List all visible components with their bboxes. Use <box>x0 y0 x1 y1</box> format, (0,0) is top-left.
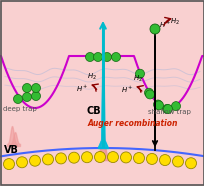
Circle shape <box>22 92 31 102</box>
Circle shape <box>55 153 66 164</box>
Circle shape <box>29 155 40 166</box>
Circle shape <box>31 92 40 100</box>
Circle shape <box>185 158 196 169</box>
Circle shape <box>94 152 105 163</box>
Circle shape <box>172 156 183 167</box>
Circle shape <box>68 152 79 163</box>
Circle shape <box>144 88 153 97</box>
Text: $H^+$: $H^+$ <box>75 84 88 94</box>
Text: shallow trap: shallow trap <box>147 109 190 115</box>
Circle shape <box>93 52 102 62</box>
Circle shape <box>133 153 144 163</box>
Text: $H_2$: $H_2$ <box>132 74 142 84</box>
Circle shape <box>145 90 154 99</box>
Circle shape <box>135 69 144 78</box>
Circle shape <box>22 84 31 92</box>
Circle shape <box>85 52 94 62</box>
Circle shape <box>159 155 170 166</box>
Circle shape <box>16 157 27 168</box>
Text: CB: CB <box>86 106 101 116</box>
Circle shape <box>102 52 111 62</box>
Circle shape <box>81 152 92 163</box>
Text: Auger recombination: Auger recombination <box>88 119 177 128</box>
Circle shape <box>31 84 40 92</box>
Text: $H_2$: $H_2$ <box>169 17 179 27</box>
Text: VB: VB <box>4 145 19 155</box>
Text: deep trap: deep trap <box>3 106 37 112</box>
Text: $H^+$: $H^+$ <box>120 85 133 95</box>
Circle shape <box>107 152 118 163</box>
Circle shape <box>3 159 14 170</box>
Circle shape <box>13 94 22 103</box>
Text: $H^+$: $H^+$ <box>158 20 171 30</box>
Circle shape <box>42 154 53 165</box>
Circle shape <box>162 105 171 113</box>
Circle shape <box>153 100 162 109</box>
Text: $H_2$: $H_2$ <box>87 72 96 82</box>
Circle shape <box>146 153 157 164</box>
Circle shape <box>154 101 163 110</box>
Circle shape <box>149 24 159 34</box>
Circle shape <box>111 52 120 62</box>
Circle shape <box>171 102 180 111</box>
Circle shape <box>163 105 172 113</box>
Circle shape <box>120 152 131 163</box>
